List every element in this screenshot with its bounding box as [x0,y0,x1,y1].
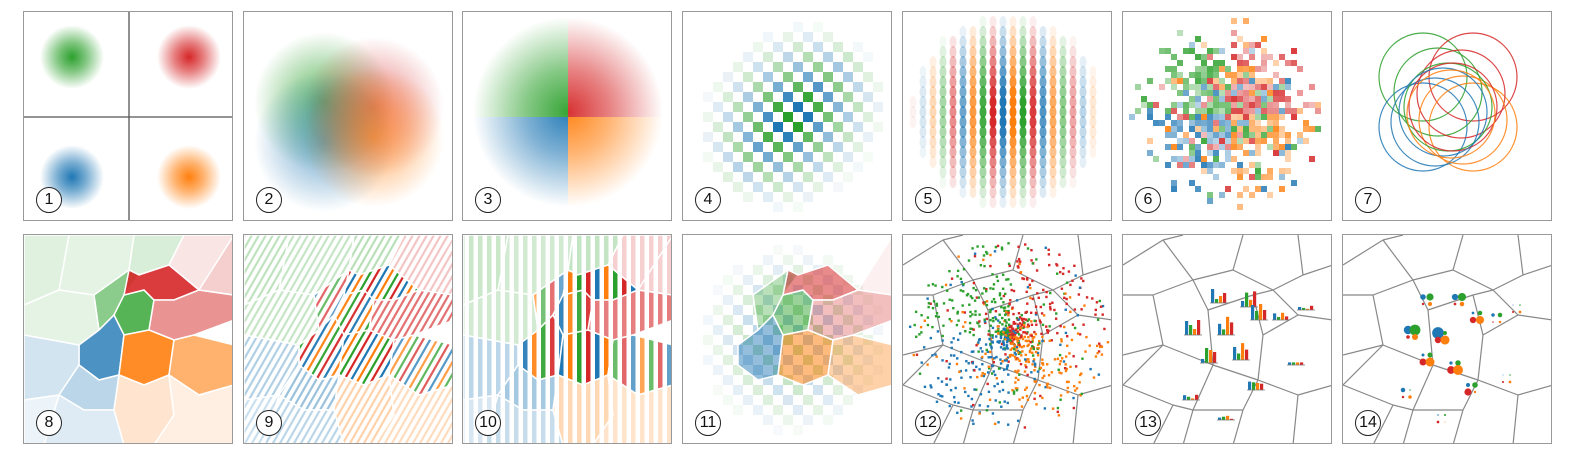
panel-number-badge: 8 [36,410,62,436]
panel-4-checker-weave: 4 [682,11,892,221]
panel-3-graphic [473,17,663,207]
panel-number-badge: 2 [256,187,282,213]
panel-7-graphic [1378,32,1518,172]
panel-10-voronoi-stripes: 10 [462,234,672,444]
panel-11-voronoi-checker: 11 [682,234,892,444]
panel-number-badge: 1 [36,187,62,213]
panel-2-graphic [254,32,444,212]
panel-number-badge: 13 [1135,410,1161,436]
panel-8-voronoi-fill: 8 [23,234,233,444]
panel-number-badge: 14 [1355,410,1381,436]
panel-12-voronoi-points: 12 [902,234,1112,444]
panel-6-graphic [1129,18,1321,210]
panel-1-separate-gaussians: 1 [23,11,233,221]
panel-12-graphic [903,235,1111,443]
panel-14-graphic [1343,235,1551,443]
panel-13-voronoi-bars: 13 [1122,234,1332,444]
panel-10-graphic [463,235,671,443]
panel-number-badge: 10 [475,410,501,436]
panel-14-voronoi-dots: 14 [1342,234,1552,444]
panel-9-graphic [244,235,452,443]
panel-2-blended-blur: 2 [243,11,453,221]
panel-4-graphic [703,22,883,212]
panel-number-badge: 11 [695,410,721,436]
panel-1-graphic [24,12,232,220]
panel-number-badge: 9 [256,410,282,436]
panel-number-badge: 4 [695,187,721,213]
panel-5-dot-weave: 5 [902,11,1112,221]
panel-number-badge: 6 [1135,187,1161,213]
panel-3-quadrant-blur: 3 [462,11,672,221]
panel-11-graphic [703,236,891,435]
panel-8-graphic [24,235,232,443]
panel-number-badge: 5 [915,187,941,213]
panel-number-badge: 7 [1355,187,1381,213]
panel-number-badge: 12 [915,410,941,436]
panel-13-graphic [1123,235,1331,443]
panel-5-graphic [909,16,1097,208]
panel-6-random-pixels: 6 [1122,11,1332,221]
panel-7-circles: 7 [1342,11,1552,221]
panel-number-badge: 3 [475,187,501,213]
panel-9-voronoi-hatch: 9 [243,234,453,444]
